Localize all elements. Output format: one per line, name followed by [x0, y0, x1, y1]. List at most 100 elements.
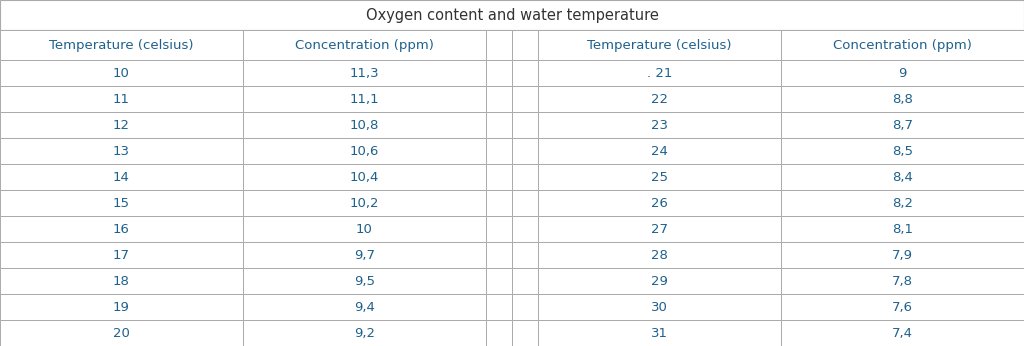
Text: 8,1: 8,1 [892, 223, 913, 236]
Bar [781, 294, 1024, 320]
Bar [781, 268, 1024, 294]
Bar [781, 216, 1024, 242]
Text: 10,2: 10,2 [349, 197, 379, 210]
Text: 25: 25 [651, 171, 669, 184]
Bar [781, 242, 1024, 268]
Text: . 21: . 21 [647, 67, 673, 80]
Bar [512, 216, 539, 242]
Bar [485, 112, 512, 138]
Bar [512, 242, 539, 268]
Text: 13: 13 [113, 145, 130, 158]
Text: 8,4: 8,4 [892, 171, 913, 184]
Bar [243, 294, 485, 320]
Bar [0, 320, 243, 346]
Text: 23: 23 [651, 119, 669, 132]
Bar [0, 294, 243, 320]
Bar [539, 138, 781, 164]
Bar [539, 216, 781, 242]
Text: 11,3: 11,3 [349, 67, 379, 80]
Text: 12: 12 [113, 119, 130, 132]
Bar [781, 112, 1024, 138]
Bar [0, 138, 243, 164]
Bar [0, 30, 243, 61]
Bar [243, 216, 485, 242]
Bar [512, 268, 539, 294]
Text: 10,8: 10,8 [349, 119, 379, 132]
Bar [539, 112, 781, 138]
Bar [0, 242, 243, 268]
Text: 18: 18 [113, 275, 130, 288]
Bar [0, 0, 1024, 30]
Text: Temperature (celsius): Temperature (celsius) [588, 39, 732, 52]
Bar [539, 30, 781, 61]
Text: 17: 17 [113, 249, 130, 262]
Bar [539, 242, 781, 268]
Bar [485, 242, 512, 268]
Bar [539, 268, 781, 294]
Text: 9,5: 9,5 [353, 275, 375, 288]
Bar [781, 320, 1024, 346]
Text: Temperature (celsius): Temperature (celsius) [49, 39, 194, 52]
Bar [485, 61, 512, 86]
Text: 19: 19 [113, 301, 130, 313]
Bar [512, 164, 539, 190]
Text: 7,6: 7,6 [892, 301, 913, 313]
Bar [512, 112, 539, 138]
Text: 8,8: 8,8 [892, 93, 913, 106]
Text: 31: 31 [651, 327, 669, 339]
Text: 28: 28 [651, 249, 668, 262]
Bar [781, 138, 1024, 164]
Bar [539, 86, 781, 112]
Text: 24: 24 [651, 145, 668, 158]
Bar [539, 61, 781, 86]
Bar [0, 164, 243, 190]
Bar [0, 112, 243, 138]
Bar [485, 268, 512, 294]
Bar [485, 294, 512, 320]
Text: 9,7: 9,7 [353, 249, 375, 262]
Bar [781, 61, 1024, 86]
Bar [243, 242, 485, 268]
Bar [243, 112, 485, 138]
Bar [781, 86, 1024, 112]
Bar [781, 30, 1024, 61]
Bar [485, 138, 512, 164]
Bar [539, 294, 781, 320]
Bar [781, 164, 1024, 190]
Bar [0, 268, 243, 294]
Bar [512, 30, 539, 61]
Bar [243, 86, 485, 112]
Bar [512, 190, 539, 216]
Bar [512, 61, 539, 86]
Text: 27: 27 [651, 223, 669, 236]
Bar [485, 164, 512, 190]
Text: 9,2: 9,2 [353, 327, 375, 339]
Bar [539, 320, 781, 346]
Bar [539, 190, 781, 216]
Text: 20: 20 [113, 327, 130, 339]
Bar [512, 86, 539, 112]
Bar [781, 190, 1024, 216]
Text: 10: 10 [113, 67, 130, 80]
Bar [485, 320, 512, 346]
Text: 14: 14 [113, 171, 130, 184]
Bar [512, 138, 539, 164]
Text: 8,2: 8,2 [892, 197, 913, 210]
Text: 7,8: 7,8 [892, 275, 913, 288]
Bar [512, 320, 539, 346]
Bar [0, 216, 243, 242]
Text: 10: 10 [356, 223, 373, 236]
Bar [0, 86, 243, 112]
Bar [485, 86, 512, 112]
Text: Concentration (ppm): Concentration (ppm) [295, 39, 434, 52]
Bar [243, 138, 485, 164]
Text: 8,7: 8,7 [892, 119, 913, 132]
Bar [485, 190, 512, 216]
Text: 8,5: 8,5 [892, 145, 913, 158]
Bar [243, 61, 485, 86]
Bar [485, 216, 512, 242]
Text: 10,4: 10,4 [349, 171, 379, 184]
Text: 11: 11 [113, 93, 130, 106]
Text: Concentration (ppm): Concentration (ppm) [834, 39, 972, 52]
Text: 30: 30 [651, 301, 668, 313]
